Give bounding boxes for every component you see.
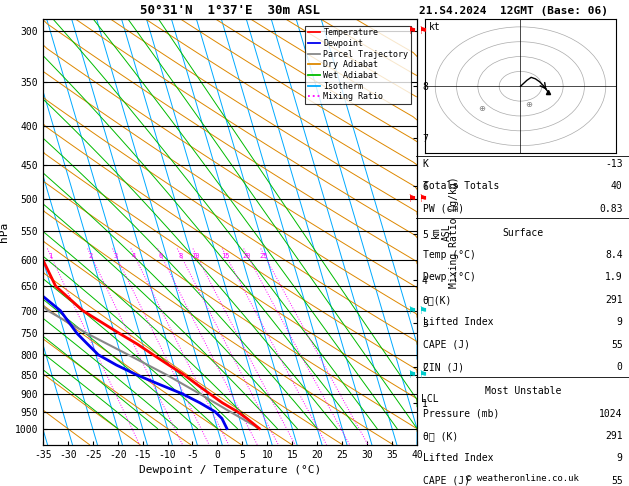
Text: ⚑: ⚑ xyxy=(408,370,416,380)
Text: 15: 15 xyxy=(221,253,230,259)
Text: Dewp (°C): Dewp (°C) xyxy=(423,273,476,282)
Text: θᴇ(K): θᴇ(K) xyxy=(423,295,452,305)
Text: 40: 40 xyxy=(611,181,623,191)
Text: Mixing Ratio (g/kg): Mixing Ratio (g/kg) xyxy=(450,176,459,288)
Text: ⚑: ⚑ xyxy=(408,306,416,316)
Text: CIN (J): CIN (J) xyxy=(423,363,464,372)
Text: 9: 9 xyxy=(617,317,623,328)
Text: 21.Ѕ4.2024  12GMT (Base: 06): 21.Ѕ4.2024 12GMT (Base: 06) xyxy=(419,6,608,16)
Text: Most Unstable: Most Unstable xyxy=(484,386,561,396)
Text: PW (cm): PW (cm) xyxy=(423,204,464,214)
Text: 55: 55 xyxy=(611,476,623,486)
Text: 1.9: 1.9 xyxy=(605,273,623,282)
Text: 8.4: 8.4 xyxy=(605,250,623,260)
Text: kt: kt xyxy=(429,22,440,32)
X-axis label: Dewpoint / Temperature (°C): Dewpoint / Temperature (°C) xyxy=(139,465,321,475)
Text: 291: 291 xyxy=(605,431,623,441)
Text: Pressure (mb): Pressure (mb) xyxy=(423,409,499,418)
Y-axis label: hPa: hPa xyxy=(0,222,9,242)
Text: LCL: LCL xyxy=(421,394,439,404)
Text: 2: 2 xyxy=(88,253,92,259)
Text: 25: 25 xyxy=(260,253,268,259)
Text: 9: 9 xyxy=(617,453,623,464)
Text: ⚑: ⚑ xyxy=(418,306,427,316)
Text: Temp (°C): Temp (°C) xyxy=(423,250,476,260)
Text: 55: 55 xyxy=(611,340,623,350)
Text: 3: 3 xyxy=(113,253,118,259)
Text: CAPE (J): CAPE (J) xyxy=(423,340,470,350)
Text: 4: 4 xyxy=(131,253,136,259)
Y-axis label: km
ASL: km ASL xyxy=(430,223,452,241)
Text: 0: 0 xyxy=(617,363,623,372)
Text: ⚑: ⚑ xyxy=(418,26,427,35)
Text: Lifted Index: Lifted Index xyxy=(423,453,493,464)
Text: ⚑: ⚑ xyxy=(418,194,427,205)
Text: 1: 1 xyxy=(48,253,52,259)
Text: 8: 8 xyxy=(178,253,182,259)
Text: θᴇ (K): θᴇ (K) xyxy=(423,431,458,441)
Text: Totals Totals: Totals Totals xyxy=(423,181,499,191)
Legend: Temperature, Dewpoint, Parcel Trajectory, Dry Adiabat, Wet Adiabat, Isotherm, Mi: Temperature, Dewpoint, Parcel Trajectory… xyxy=(305,26,411,104)
Text: ⚑: ⚑ xyxy=(408,194,416,205)
Title: 50°31'N  1°37'E  30m ASL: 50°31'N 1°37'E 30m ASL xyxy=(140,4,320,17)
Text: Surface: Surface xyxy=(502,227,543,238)
Text: ⚑: ⚑ xyxy=(418,370,427,380)
Text: 20: 20 xyxy=(242,253,251,259)
Text: © weatheronline.co.uk: © weatheronline.co.uk xyxy=(466,474,579,483)
Text: ⊕: ⊕ xyxy=(525,100,533,108)
Text: ⊕: ⊕ xyxy=(479,104,486,113)
Text: K: K xyxy=(423,159,428,169)
Text: 10: 10 xyxy=(192,253,200,259)
Text: 291: 291 xyxy=(605,295,623,305)
Text: CAPE (J): CAPE (J) xyxy=(423,476,470,486)
Text: -13: -13 xyxy=(605,159,623,169)
Text: Lifted Index: Lifted Index xyxy=(423,317,493,328)
Text: 1024: 1024 xyxy=(599,409,623,418)
Text: 0.83: 0.83 xyxy=(599,204,623,214)
Text: 6: 6 xyxy=(159,253,162,259)
Text: ⚑: ⚑ xyxy=(408,26,416,35)
